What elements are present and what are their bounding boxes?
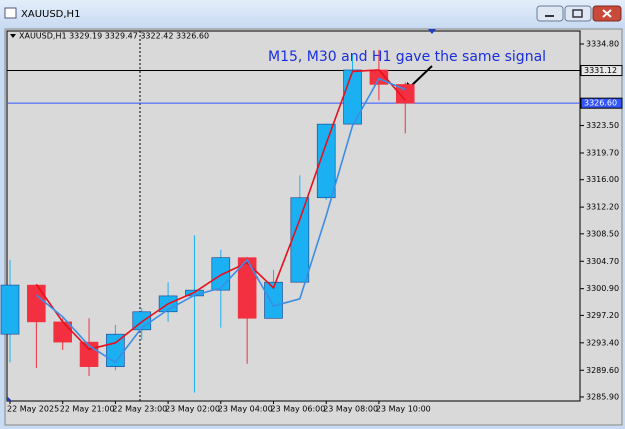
candle-body [27, 284, 46, 323]
y-tick-label: 3316.00 [586, 175, 619, 184]
annotation-arrow [409, 65, 433, 88]
candle-body [0, 284, 20, 335]
x-tick-label: 23 May 10:00 [376, 405, 431, 414]
y-tick-label: 3334.80 [586, 39, 619, 48]
y-tick-label: 3319.70 [586, 148, 619, 157]
window-title: XAUUSD,H1 [21, 9, 80, 20]
x-tick-label: 22 May 21:00 [60, 405, 115, 414]
indicator-line [35, 77, 406, 364]
candle-body [211, 257, 231, 291]
indicator-line [35, 69, 406, 351]
scroll-marker [7, 396, 12, 401]
price-label-box [580, 65, 623, 77]
candle-body [343, 69, 362, 125]
x-tick-label: 22 May 2025 [7, 405, 59, 414]
price-label: 3326.60 [584, 99, 617, 108]
candle-body [290, 197, 310, 283]
title-bar [0, 0, 625, 27]
candle-body [264, 281, 283, 319]
x-tick-label: 22 May 23:00 [112, 405, 167, 414]
y-tick-label: 3304.70 [586, 257, 619, 266]
annotation: M15, M30 and H1 gave the same signal [268, 49, 546, 65]
price-label: 3331.12 [584, 66, 617, 75]
chart-info: XAUUSD,H1 3329.19 3329.47 3322.42 3326.6… [19, 32, 209, 41]
candle-body [237, 257, 257, 319]
x-tick-label: 23 May 06:00 [271, 405, 326, 414]
y-tick-label: 3293.40 [586, 338, 619, 347]
x-tick-label: 23 May 02:00 [165, 405, 220, 414]
candle-body [316, 123, 336, 199]
shift-marker [428, 29, 436, 34]
y-tick-label: 3289.60 [586, 366, 619, 375]
y-tick-label: 3297.20 [586, 311, 619, 320]
price-label-box [580, 97, 623, 109]
y-tick-label: 3312.20 [586, 203, 619, 212]
minimize-button[interactable] [536, 5, 564, 22]
y-tick-label: 3308.50 [586, 229, 619, 238]
y-tick-label: 3285.90 [586, 392, 619, 401]
x-tick-label: 23 May 04:00 [218, 405, 273, 414]
maximize-button[interactable] [564, 5, 592, 22]
candle-body [395, 84, 415, 104]
window-icon [4, 7, 17, 19]
x-tick-label: 23 May 08:00 [323, 405, 378, 414]
y-tick-label: 3323.50 [586, 121, 619, 130]
y-tick-label: 3300.90 [586, 284, 619, 293]
